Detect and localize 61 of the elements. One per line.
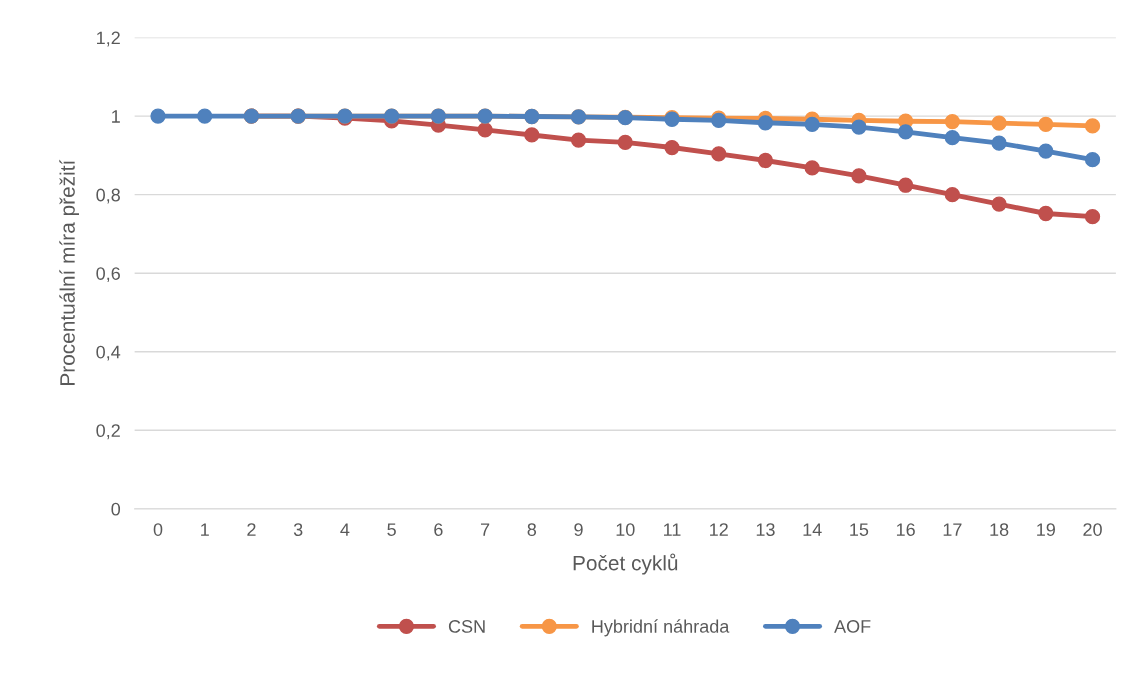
point [851, 119, 867, 135]
x-tick-label: 16 [896, 523, 915, 536]
point [757, 115, 774, 131]
y-tick-label: 0,8 [96, 188, 120, 204]
x-tick-label: 3 [293, 523, 303, 536]
y-tick-label: 1 [112, 110, 120, 123]
y-tick-label: 0,6 [96, 267, 120, 283]
x-tick-label: 15 [850, 523, 869, 536]
point [991, 135, 1007, 151]
x-tick-label: 19 [1037, 523, 1055, 536]
x-tick-label: 17 [943, 523, 962, 536]
point [944, 187, 960, 203]
y-tick-label: 0,4 [96, 345, 121, 361]
point [1084, 209, 1101, 225]
point [897, 124, 914, 140]
point [991, 196, 1007, 212]
x-tick-label: 5 [387, 523, 396, 536]
point [570, 132, 587, 148]
point [197, 108, 213, 124]
point [804, 160, 820, 176]
x-tick-label: 12 [710, 523, 728, 536]
x-tick-label: 11 [664, 523, 681, 536]
point [897, 177, 914, 193]
point [1038, 143, 1054, 159]
y-tick-label: 0,2 [96, 424, 120, 440]
x-tick-label: 6 [434, 523, 443, 536]
y-tick-label: 1,2 [97, 31, 120, 47]
y-tick-label: 0 [111, 502, 121, 516]
point [944, 130, 960, 146]
point [477, 122, 493, 138]
legend-label: CSN [448, 620, 485, 633]
x-tick-label: 0 [153, 523, 163, 536]
x-tick-label: 9 [574, 523, 583, 536]
point [1084, 152, 1101, 168]
y-axis-title: Procentuální míra přežití [59, 159, 79, 385]
legend-label: Hybridní náhrada [592, 619, 730, 637]
x-tick-label: 8 [527, 523, 537, 536]
x-tick-label: 18 [990, 523, 1009, 536]
point [524, 127, 540, 143]
x-tick-label: 10 [616, 523, 635, 536]
x-tick-label: 20 [1083, 523, 1102, 536]
x-tick-label: 13 [756, 523, 775, 536]
point [150, 108, 166, 124]
legend-label: AOF [834, 620, 871, 633]
x-tick-label: 7 [480, 523, 490, 536]
point [944, 113, 960, 130]
x-tick-label: 2 [247, 523, 256, 536]
point [804, 116, 820, 132]
x-tick-label: 14 [803, 523, 822, 536]
point [851, 168, 867, 184]
x-axis-title: Počet cyklů [573, 553, 678, 575]
point [757, 152, 774, 169]
point [711, 146, 727, 162]
point [1084, 118, 1101, 134]
point [1038, 205, 1054, 222]
point [991, 115, 1007, 131]
x-tick-label: 1 [201, 523, 209, 536]
x-tick-label: 4 [340, 523, 350, 536]
point [617, 134, 633, 151]
point [1038, 116, 1054, 132]
point [664, 139, 680, 156]
